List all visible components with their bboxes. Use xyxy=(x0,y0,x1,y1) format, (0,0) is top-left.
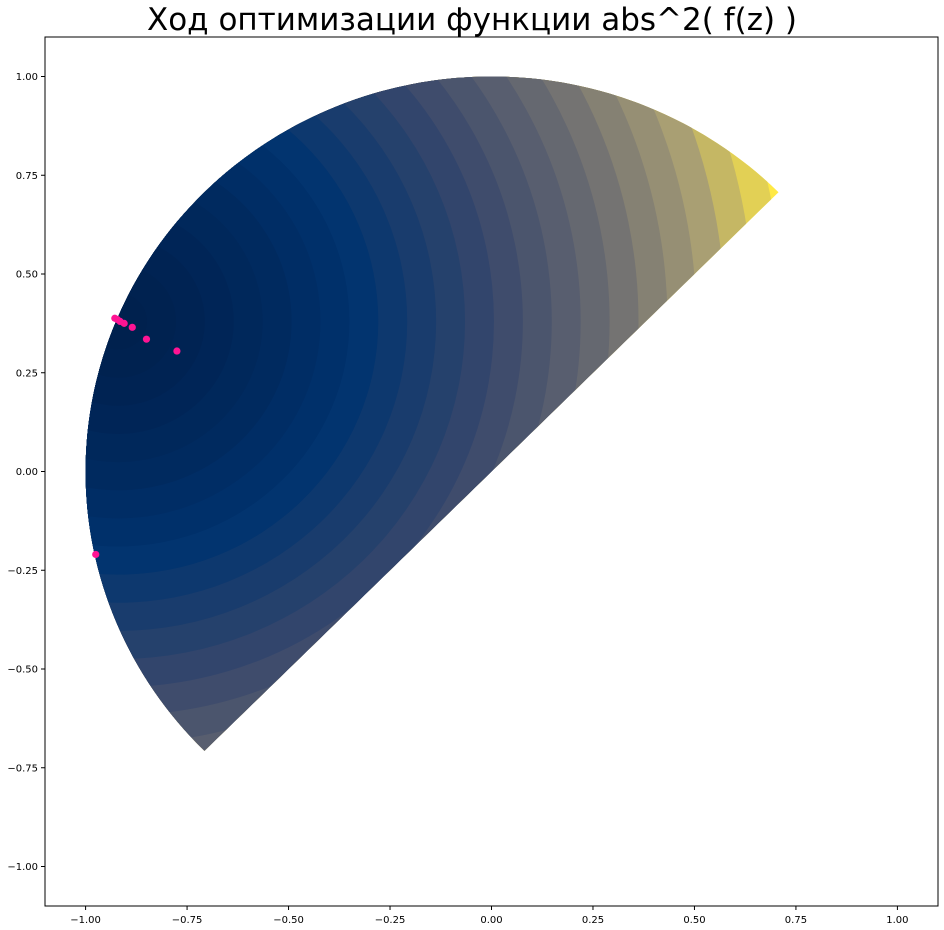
contour-fill xyxy=(85,76,779,751)
y-tick-label: −0.50 xyxy=(7,665,38,676)
optimization-point xyxy=(128,323,136,331)
optimization-point xyxy=(142,335,151,343)
y-tick-label: 0.75 xyxy=(16,171,38,182)
y-tick-label: −0.25 xyxy=(7,566,38,577)
x-tick-label: −0.75 xyxy=(172,915,203,926)
x-tick-label: −1.00 xyxy=(70,915,101,926)
x-tick-label: −0.25 xyxy=(375,915,406,926)
x-tick-label: 0.00 xyxy=(480,915,502,926)
optimization-point xyxy=(92,550,100,559)
x-tick-label: 0.25 xyxy=(582,915,604,926)
y-tick-label: 1.00 xyxy=(16,72,38,83)
y-tick-label: −1.00 xyxy=(7,862,38,873)
x-tick-label: 1.00 xyxy=(886,915,908,926)
x-tick-label: 0.75 xyxy=(785,915,807,926)
x-tick-label: −0.50 xyxy=(273,915,304,926)
optimization-point xyxy=(173,347,181,355)
y-tick-label: 0.50 xyxy=(16,270,38,281)
x-tick-label: 0.50 xyxy=(683,915,705,926)
optimization-points xyxy=(92,314,181,559)
y-tick-label: 0.25 xyxy=(16,368,38,379)
y-tick-label: −0.75 xyxy=(7,763,38,774)
y-tick-label: 0.00 xyxy=(16,467,38,478)
chart-title: Ход оптимизации функции abs^2( f(z) ) xyxy=(146,2,798,38)
y-axis: 1.00 0.75 0.50 0.25 0.00 −0.25 −0.50 −0.75 −1.00 xyxy=(7,72,45,873)
optimization-point xyxy=(111,314,119,322)
x-axis: −1.00 −0.75 −0.50 −0.25 0.00 0.25 0.50 0.75 1.00 xyxy=(70,906,909,926)
